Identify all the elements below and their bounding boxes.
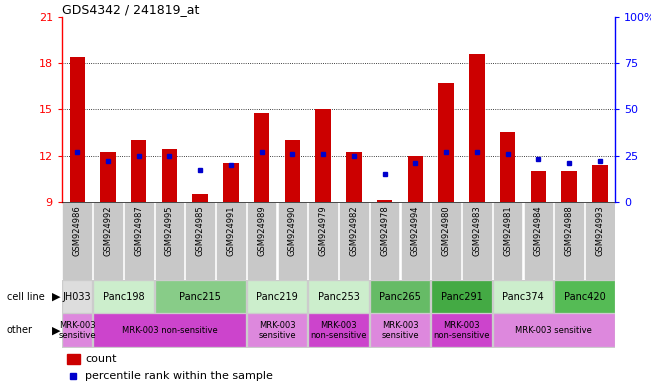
Text: GSM924980: GSM924980	[441, 205, 450, 256]
Bar	[586, 203, 614, 279]
Text: GSM924989: GSM924989	[257, 205, 266, 256]
Text: Panc253: Panc253	[318, 291, 359, 302]
Text: GSM924979: GSM924979	[318, 205, 327, 256]
Bar	[531, 171, 546, 202]
Text: GSM924992: GSM924992	[104, 205, 113, 256]
Text: GSM924995: GSM924995	[165, 205, 174, 256]
Text: GSM924987: GSM924987	[134, 205, 143, 256]
Bar	[309, 281, 368, 312]
Bar	[279, 203, 306, 279]
Text: MRK-003 non-sensitive: MRK-003 non-sensitive	[122, 326, 217, 335]
Text: Panc374: Panc374	[502, 291, 544, 302]
Text: percentile rank within the sample: percentile rank within the sample	[85, 371, 273, 381]
Bar	[469, 54, 484, 202]
Text: MRK-003
non-sensitive: MRK-003 non-sensitive	[311, 321, 367, 340]
Text: GSM924981: GSM924981	[503, 205, 512, 256]
Bar	[346, 152, 361, 202]
Text: MRK-003
sensitive: MRK-003 sensitive	[59, 321, 96, 340]
Text: GSM924991: GSM924991	[227, 205, 236, 256]
Bar	[402, 203, 429, 279]
Bar	[63, 314, 91, 346]
Bar	[248, 281, 306, 312]
Bar	[248, 203, 275, 279]
Text: GSM924994: GSM924994	[411, 205, 420, 256]
Text: cell line: cell line	[7, 291, 44, 302]
Bar	[100, 152, 116, 202]
Text: MRK-003
non-sensitive: MRK-003 non-sensitive	[433, 321, 490, 340]
Bar	[131, 140, 146, 202]
Text: GSM924985: GSM924985	[196, 205, 204, 256]
Bar	[309, 314, 368, 346]
Text: GSM924988: GSM924988	[564, 205, 574, 256]
Bar	[525, 203, 552, 279]
Text: MRK-003
sensitive: MRK-003 sensitive	[381, 321, 419, 340]
Text: JH033: JH033	[63, 291, 92, 302]
Bar	[377, 200, 393, 202]
Bar	[561, 171, 577, 202]
Bar	[408, 156, 423, 202]
Bar	[70, 57, 85, 202]
Bar	[432, 203, 460, 279]
Bar	[493, 281, 552, 312]
Bar	[161, 149, 177, 202]
Bar	[63, 203, 91, 279]
Bar	[156, 203, 184, 279]
Bar	[248, 314, 306, 346]
Bar	[156, 281, 245, 312]
Text: Panc291: Panc291	[441, 291, 482, 302]
Bar	[284, 140, 300, 202]
Bar	[63, 281, 91, 312]
Bar	[371, 314, 429, 346]
Bar	[94, 314, 245, 346]
Bar	[340, 203, 368, 279]
Bar	[493, 314, 614, 346]
Bar	[493, 203, 521, 279]
Text: other: other	[7, 325, 33, 335]
Bar	[438, 83, 454, 202]
Bar	[555, 281, 614, 312]
Bar	[68, 354, 79, 364]
Bar	[592, 165, 607, 202]
Text: GSM924993: GSM924993	[595, 205, 604, 256]
Bar	[217, 203, 245, 279]
Bar	[94, 281, 152, 312]
Text: GSM924984: GSM924984	[534, 205, 543, 256]
Bar	[125, 203, 152, 279]
Text: MRK-003 sensitive: MRK-003 sensitive	[516, 326, 592, 335]
Bar	[371, 203, 398, 279]
Bar	[254, 113, 270, 202]
Text: GSM924983: GSM924983	[473, 205, 481, 256]
Bar	[94, 203, 122, 279]
Text: Panc215: Panc215	[179, 291, 221, 302]
Bar	[309, 203, 337, 279]
Bar	[316, 109, 331, 202]
Text: Panc198: Panc198	[102, 291, 144, 302]
Bar	[371, 281, 429, 312]
Text: MRK-003
sensitive: MRK-003 sensitive	[258, 321, 296, 340]
Text: Panc265: Panc265	[379, 291, 421, 302]
Text: GSM924986: GSM924986	[73, 205, 82, 256]
Bar	[500, 132, 516, 202]
Text: Panc420: Panc420	[564, 291, 605, 302]
Text: GSM924978: GSM924978	[380, 205, 389, 256]
Bar	[186, 203, 214, 279]
Text: GSM924990: GSM924990	[288, 205, 297, 256]
Bar	[432, 281, 491, 312]
Text: Panc219: Panc219	[256, 291, 298, 302]
Text: ▶: ▶	[52, 291, 61, 302]
Text: GDS4342 / 241819_at: GDS4342 / 241819_at	[62, 3, 199, 16]
Text: ▶: ▶	[52, 325, 61, 335]
Bar	[463, 203, 491, 279]
Text: count: count	[85, 354, 117, 364]
Text: GSM924982: GSM924982	[350, 205, 359, 256]
Bar	[193, 194, 208, 202]
Bar	[432, 314, 491, 346]
Bar	[555, 203, 583, 279]
Bar	[223, 163, 239, 202]
